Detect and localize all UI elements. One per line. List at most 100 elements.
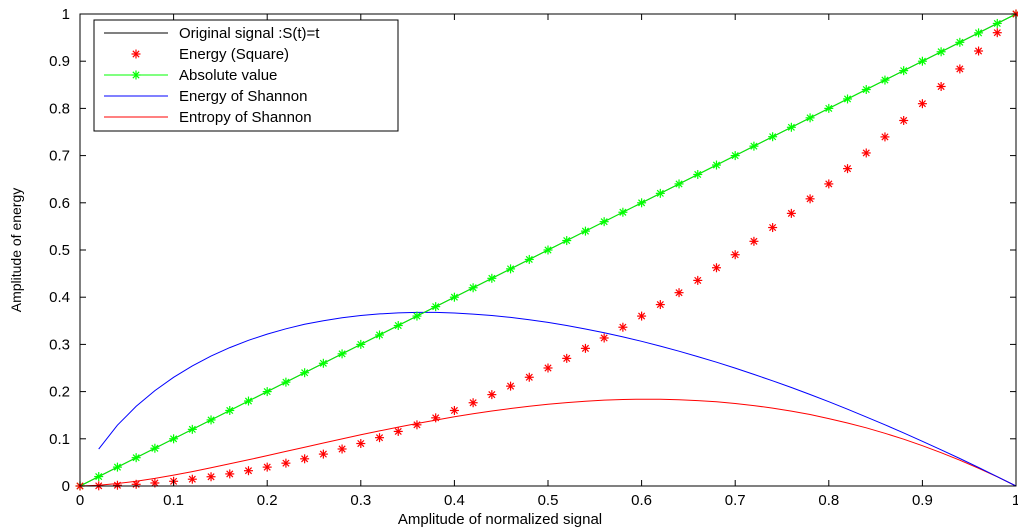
marker-absolute-value <box>225 405 235 415</box>
x-tick-label: 0.4 <box>444 492 465 509</box>
marker-absolute-value <box>786 122 796 132</box>
x-tick-label: 0.9 <box>912 492 933 509</box>
marker-absolute-value <box>375 330 385 340</box>
legend-label: Entropy of Shannon <box>179 109 312 126</box>
marker-energy-square <box>711 263 721 273</box>
marker-absolute-value <box>206 415 216 425</box>
marker-energy-square <box>899 115 909 125</box>
marker-energy-square <box>730 250 740 260</box>
marker-absolute-value <box>431 302 441 312</box>
marker-absolute-value <box>805 113 815 123</box>
ticks-layer: 0 0.1 0.2 0.3 0.4 0.5 0.6 0.7 0.8 0.9 1 0 0.1 0.2 0.3 0… <box>49 6 1018 509</box>
marker-energy-square <box>580 343 590 353</box>
marker-energy-square <box>206 472 216 482</box>
marker-absolute-value <box>131 453 141 463</box>
marker-energy-square <box>974 46 984 56</box>
marker-energy-square <box>843 164 853 174</box>
marker-energy-square <box>187 474 197 484</box>
marker-absolute-value <box>880 75 890 85</box>
x-tick-label: 0.2 <box>257 492 278 509</box>
legend-entry: Entropy of Shannon <box>104 109 312 126</box>
legend: Original signal :S(t)=t Energy (Square) Ab… <box>93 19 399 132</box>
y-tick-label: 0.8 <box>49 100 70 117</box>
marker-absolute-value <box>524 254 534 264</box>
marker-absolute-value <box>730 151 740 161</box>
x-tick-label: 1 <box>1012 492 1018 509</box>
marker-energy-square <box>693 275 703 285</box>
marker-energy-square <box>375 433 385 443</box>
marker-absolute-value <box>337 349 347 359</box>
marker-absolute-value <box>824 103 834 113</box>
marker-absolute-value <box>693 169 703 179</box>
marker-energy-square <box>768 223 778 233</box>
marker-absolute-value <box>412 311 422 321</box>
x-tick-label: 0 <box>76 492 84 509</box>
marker-absolute-value <box>992 18 1002 28</box>
marker-absolute-value <box>300 368 310 378</box>
series-line-entropy-of-shannon <box>79 398 1017 487</box>
x-tick-label: 0.6 <box>631 492 652 509</box>
marker-energy-square <box>487 390 497 400</box>
marker-energy-square <box>936 81 946 91</box>
marker-energy-square <box>955 64 965 74</box>
x-axis-label: Amplitude of normalized signal <box>398 511 602 528</box>
marker-absolute-value <box>281 377 291 387</box>
y-tick-label: 0.4 <box>49 289 70 306</box>
marker-energy-square <box>786 208 796 218</box>
marker-absolute-value <box>449 292 459 302</box>
marker-energy-square <box>412 420 422 430</box>
y-tick-label: 0.2 <box>49 384 70 401</box>
x-tick-label: 0.1 <box>163 492 184 509</box>
marker-absolute-value <box>318 358 328 368</box>
y-tick-label: 0.1 <box>49 431 70 448</box>
legend-label: Energy of Shannon <box>179 88 307 105</box>
y-tick-label: 0.3 <box>49 336 70 353</box>
marker-energy-square <box>524 372 534 382</box>
marker-energy-square <box>917 99 927 109</box>
marker-absolute-value <box>711 160 721 170</box>
marker-absolute-value <box>637 198 647 208</box>
marker-energy-square <box>618 322 628 332</box>
marker-absolute-value <box>749 141 759 151</box>
marker-energy-square <box>393 426 403 436</box>
marker-energy-square <box>506 381 516 391</box>
x-tick-label: 0.7 <box>725 492 746 509</box>
marker-absolute-value <box>936 47 946 57</box>
y-tick-label: 0.7 <box>49 148 70 165</box>
marker-energy-square <box>337 444 347 454</box>
marker-absolute-value <box>599 217 609 227</box>
marker-absolute-value <box>861 85 871 95</box>
legend-swatch-marker <box>131 70 141 80</box>
marker-absolute-value <box>169 434 179 444</box>
marker-energy-square <box>880 132 890 142</box>
marker-absolute-value <box>150 443 160 453</box>
marker-absolute-value <box>262 387 272 397</box>
marker-absolute-value <box>356 339 366 349</box>
marker-energy-square <box>431 413 441 423</box>
x-tick-label: 0.5 <box>538 492 559 509</box>
marker-energy-square <box>225 469 235 479</box>
marker-energy-square <box>300 454 310 464</box>
marker-absolute-value <box>843 94 853 104</box>
marker-absolute-value <box>768 132 778 142</box>
marker-energy-square <box>468 398 478 408</box>
marker-energy-square <box>112 480 122 490</box>
marker-energy-square <box>281 458 291 468</box>
x-tick-label: 0.8 <box>818 492 839 509</box>
series-layer <box>75 9 1018 491</box>
y-tick-label: 1 <box>62 6 70 23</box>
marker-absolute-value <box>506 264 516 274</box>
marker-absolute-value <box>94 472 104 482</box>
marker-energy-square <box>356 439 366 449</box>
marker-energy-square <box>824 179 834 189</box>
marker-energy-square <box>262 462 272 472</box>
marker-absolute-value <box>187 424 197 434</box>
y-tick-label: 0.9 <box>49 53 70 70</box>
marker-absolute-value <box>393 321 403 331</box>
marker-energy-square <box>805 194 815 204</box>
legend-label: Absolute value <box>179 67 277 84</box>
marker-absolute-value <box>562 236 572 246</box>
marker-absolute-value <box>580 226 590 236</box>
marker-absolute-value <box>468 283 478 293</box>
